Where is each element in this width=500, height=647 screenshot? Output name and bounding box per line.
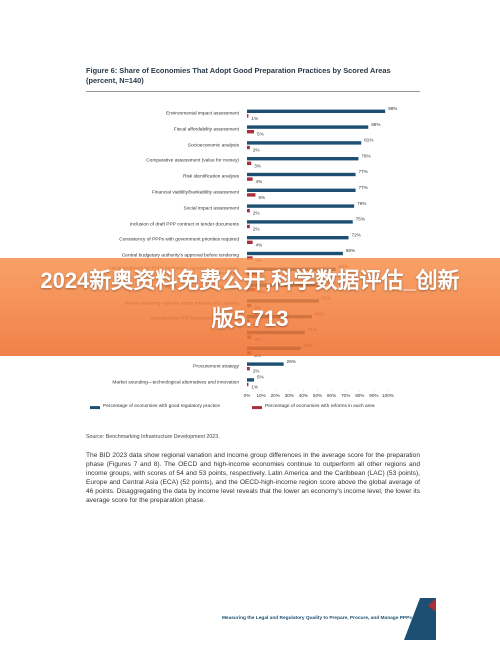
category-label: Environmental impact assessment <box>165 111 239 117</box>
category-label: Inclusion of draft PPP contract in tende… <box>129 221 239 227</box>
value-label: 77% <box>359 185 368 190</box>
bar <box>247 157 359 161</box>
category-label: Central budgetary authority's approval b… <box>121 253 239 259</box>
legend-swatch <box>90 406 100 410</box>
value-label: 4% <box>256 179 263 184</box>
source-note: Source: Benchmarking Infrastructure Deve… <box>86 434 220 440</box>
legend-label: Percentage of economies with good regula… <box>103 404 221 410</box>
x-tick-label: 100% <box>382 393 394 398</box>
value-label: 79% <box>361 153 370 158</box>
x-tick-label: 80% <box>355 393 364 398</box>
bar <box>247 362 284 366</box>
bar <box>247 236 349 240</box>
value-label: 2% <box>253 369 260 374</box>
bar <box>247 177 253 181</box>
category-label: Financial viability/bankability assessme… <box>151 190 239 196</box>
x-tick-label: 40% <box>299 393 308 398</box>
bar <box>247 109 386 113</box>
value-label: 98% <box>388 106 397 111</box>
corner-decoration <box>428 598 436 612</box>
bar <box>247 367 250 371</box>
bar <box>247 378 255 382</box>
bar <box>247 130 255 134</box>
figure-title: Figure 6: Share of Economies That Adopt … <box>86 66 391 85</box>
x-tick-label: 10% <box>256 393 265 398</box>
value-label: 1% <box>251 116 258 121</box>
value-label: 5% <box>257 375 264 380</box>
title-rule <box>86 91 420 92</box>
value-label: 2% <box>253 148 260 153</box>
bar <box>247 125 369 129</box>
value-label: 1% <box>251 385 258 390</box>
footer-title: Measuring the Legal and Regulatory Quali… <box>221 616 412 621</box>
value-label: 4% <box>256 242 263 247</box>
value-label: 77% <box>359 169 368 174</box>
value-label: 68% <box>346 248 355 253</box>
value-label: 86% <box>371 122 380 127</box>
category-label: Comparative assessment (value for money) <box>146 158 239 164</box>
category-label: Fiscal affordability assessment <box>173 127 239 133</box>
bar <box>247 161 252 165</box>
value-label: 81% <box>364 138 373 143</box>
x-tick-label: 0% <box>244 393 251 398</box>
overlay-banner <box>0 258 500 356</box>
value-label: 75% <box>356 217 365 222</box>
bar <box>247 251 343 256</box>
bar <box>247 114 249 118</box>
bar <box>247 193 256 197</box>
category-label: Social impact assessment <box>183 206 239 212</box>
x-tick-label: 30% <box>285 393 294 398</box>
bar <box>247 204 355 208</box>
value-label: 2% <box>253 211 260 216</box>
x-tick-label: 70% <box>341 393 350 398</box>
bar <box>247 145 250 150</box>
x-tick-label: 60% <box>327 393 336 398</box>
bar <box>247 240 253 244</box>
banner-text: 2024新奥资料免费公开,科学数据评估_创新版5.713 <box>40 268 460 331</box>
x-tick-label: 20% <box>271 393 280 398</box>
value-label: 5% <box>257 132 264 137</box>
category-label: Consistency of PPPs with government prio… <box>119 237 239 243</box>
bar <box>247 220 353 224</box>
category-label: Socioeconomic analysis <box>187 142 239 148</box>
bar <box>247 224 250 229</box>
page-number: 33 <box>424 616 430 621</box>
value-label: 3% <box>254 163 261 168</box>
bar <box>247 209 250 213</box>
value-label: 76% <box>357 201 366 206</box>
bar <box>247 172 356 177</box>
bar <box>247 188 356 192</box>
category-label: Procurement strategy <box>193 364 239 370</box>
corner-decoration <box>404 598 436 640</box>
legend-label: Percentage of economies with reforms in … <box>265 404 375 410</box>
x-tick-label: 50% <box>313 393 322 398</box>
bar <box>247 141 362 145</box>
x-tick-label: 90% <box>369 393 378 398</box>
value-label: 6% <box>258 195 265 200</box>
value-label: 2% <box>253 227 260 232</box>
category-label: Market sounding—technological alternativ… <box>112 379 239 385</box>
body-paragraph: The BID 2023 data show regional variatio… <box>86 452 420 505</box>
category-label: Risk identification analysis <box>183 174 239 180</box>
bar <box>247 382 249 387</box>
value-label: 72% <box>352 232 361 237</box>
legend-swatch <box>252 406 262 410</box>
value-label: 26% <box>287 359 296 364</box>
